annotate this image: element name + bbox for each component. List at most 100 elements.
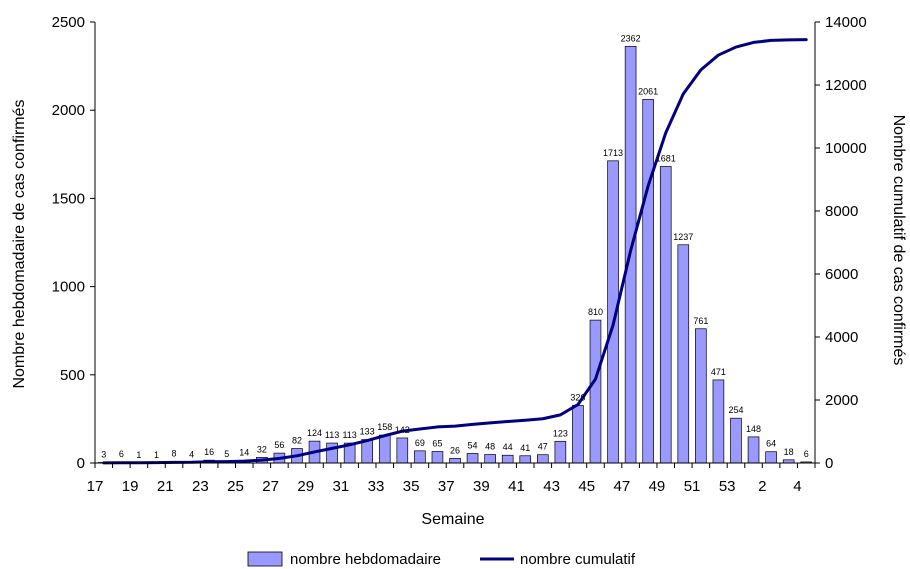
- cumulative-line: [102, 38, 808, 465]
- bar-value-label: 471: [711, 367, 726, 377]
- y-left-tick-label: 2500: [52, 14, 85, 31]
- bar-value-label: 54: [468, 440, 478, 450]
- x-tick-label: 35: [403, 478, 420, 495]
- bar-week-53: [730, 417, 742, 464]
- bar-value-label: 133: [360, 427, 375, 437]
- bar-value-label: 64: [766, 439, 776, 449]
- bar-week-44: [572, 405, 584, 464]
- bar-value-label: 69: [415, 438, 425, 448]
- bar-value-label: 142: [395, 425, 410, 435]
- bar-value-label: 82: [292, 436, 302, 446]
- bar-week-35: [414, 450, 426, 464]
- bar-week-42: [537, 454, 549, 464]
- x-axis-title: Semaine: [421, 511, 484, 528]
- bar-value-label: 65: [432, 439, 442, 449]
- bar-week-39: [484, 454, 496, 464]
- x-tick-label: 33: [368, 478, 385, 495]
- x-tick-label: 53: [719, 478, 736, 495]
- bar-value-label: 56: [274, 440, 284, 450]
- bar-value-label: 113: [342, 430, 356, 440]
- bar-week-38: [466, 453, 479, 464]
- bar-value-label: 3: [101, 449, 106, 459]
- x-tick-label: 43: [543, 478, 560, 495]
- x-tick-label: 39: [473, 478, 490, 495]
- bar-value-label: 158: [377, 422, 392, 432]
- y-right-tick-label: 4000: [825, 329, 858, 346]
- bar-value-label: 16: [204, 447, 214, 457]
- y-axis-right-title: Nombre cumulatif de cas confirmés: [890, 115, 907, 366]
- x-tick-label: 27: [262, 478, 279, 495]
- x-tick-label: 45: [578, 478, 595, 495]
- y-right-tick-label: 12000: [825, 77, 867, 94]
- y-axis-left-title: Nombre hebdomadaire de cas confirmés: [11, 99, 28, 388]
- line-series: [102, 38, 808, 465]
- y-left-tick-label: 0: [77, 455, 85, 472]
- bar-week-34: [396, 437, 409, 464]
- bar-value-label: 18: [784, 447, 794, 457]
- bar-value-label: 123: [553, 428, 568, 438]
- x-tick-label: 23: [192, 478, 209, 495]
- bar-week-50: [677, 244, 690, 464]
- legend: nombre hebdomadaire nombre cumulatif: [247, 551, 636, 568]
- x-tick-label: 25: [227, 478, 244, 495]
- bar-value-label: 8: [172, 449, 177, 459]
- bar-value-label: 1: [154, 450, 159, 460]
- x-tick-label: 21: [157, 478, 174, 495]
- x-tick-label: 29: [297, 478, 314, 495]
- y-left-tick-label: 1500: [52, 190, 85, 207]
- bar-value-label: 124: [307, 428, 322, 438]
- bar-value-label: 6: [119, 449, 124, 459]
- bar-week-40: [501, 454, 514, 464]
- y-right-tick-label: 6000: [825, 266, 858, 283]
- x-tick-label: 17: [87, 478, 104, 495]
- x-tick-label: 49: [649, 478, 666, 495]
- bar-week-36: [431, 451, 444, 464]
- bar-value-label: 26: [450, 445, 460, 455]
- bar-value-label: 47: [538, 442, 548, 452]
- x-tick-label: 2: [758, 478, 766, 495]
- legend-bar-label: nombre hebdomadaire: [290, 551, 441, 568]
- y-right-tick-label: 0: [825, 455, 833, 472]
- x-tick-label: 31: [333, 478, 350, 495]
- bar-series: [97, 45, 813, 464]
- bar-value-label: 810: [588, 307, 603, 317]
- bar-week-43: [554, 440, 567, 464]
- bar-value-label: 44: [503, 442, 513, 452]
- y-left-tick-label: 500: [60, 367, 85, 384]
- bar-week-1: [747, 436, 760, 464]
- x-tick-label: 4: [793, 478, 801, 495]
- bar-value-label: 4: [189, 449, 194, 459]
- y-right-tick-label: 14000: [825, 14, 867, 31]
- bar-value-label: 32: [257, 444, 267, 454]
- bar-week-2: [765, 451, 777, 464]
- y-right-tick-label: 2000: [825, 392, 858, 409]
- bar-week-32: [361, 439, 373, 464]
- bar-value-label: 326: [570, 392, 585, 402]
- x-tick-label: 19: [122, 478, 139, 495]
- bar-week-33: [378, 434, 391, 464]
- bar-week-51: [695, 328, 707, 464]
- bar-value-label: 1237: [673, 232, 693, 242]
- legend-line-label: nombre cumulatif: [520, 551, 636, 568]
- x-tick-label: 51: [684, 478, 701, 495]
- bar-value-label: 41: [520, 443, 530, 453]
- bar-value-label: 6: [804, 449, 809, 459]
- y-right-tick-label: 10000: [825, 140, 867, 157]
- bar-value-label: 14: [239, 448, 249, 458]
- bar-week-41: [519, 455, 532, 464]
- bar-value-label: 1: [136, 450, 141, 460]
- bar-value-label: 113: [325, 430, 339, 440]
- x-tick-label: 47: [613, 478, 630, 495]
- bar-value-label: 5: [224, 449, 229, 459]
- bar-value-label: 1713: [603, 148, 623, 158]
- bar-value-label: 148: [746, 424, 761, 434]
- bar-value-label: 761: [693, 316, 708, 326]
- bar-week-52: [712, 379, 725, 464]
- bar-value-label: 1681: [656, 153, 676, 163]
- x-tick-label: 37: [438, 478, 455, 495]
- bar-week-48: [642, 99, 654, 464]
- bar-value-label: 2362: [621, 33, 641, 43]
- axes: 0 500 1000 1500 2000 2500 0 2000 4000 6000 8000 100…: [52, 14, 867, 495]
